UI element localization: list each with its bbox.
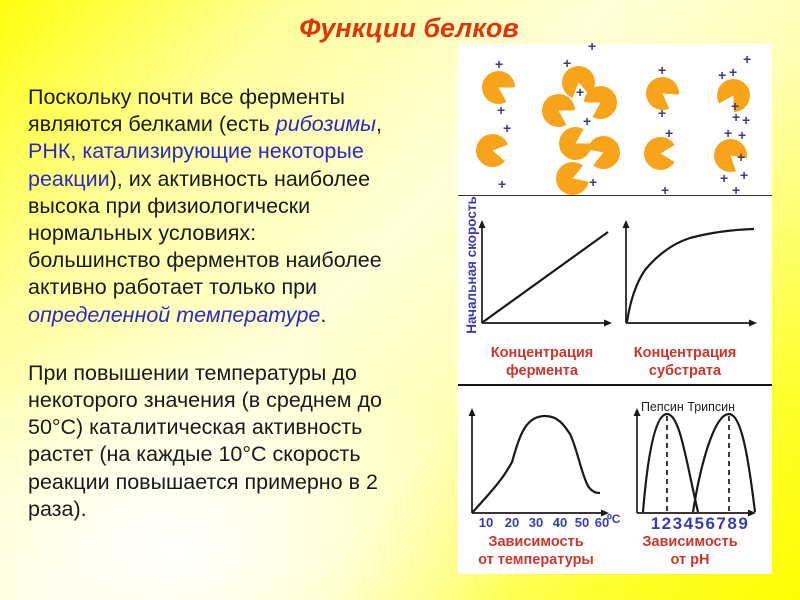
- text-segment: активно работает только при: [28, 275, 318, 300]
- enzyme-concentration-caption: Концентрация фермента: [467, 344, 617, 380]
- temp-tick-label: 10: [478, 515, 494, 530]
- temp-tick-label: 40: [552, 515, 568, 530]
- substrate-plus-icon: +: [729, 64, 738, 80]
- text-segment: большинство ферментов наиболее: [28, 248, 382, 273]
- pepsin-label: Пепсин: [640, 400, 684, 414]
- substrate-plus-icon: +: [588, 38, 597, 54]
- enzyme-pacman-icon: [646, 77, 679, 110]
- substrate-plus-icon: +: [563, 55, 572, 71]
- substrate-plus-icon: +: [503, 120, 512, 136]
- substrate-plus-icon: +: [495, 56, 504, 72]
- enzyme-linear-curve: [482, 231, 609, 323]
- text-segment: РНК, катализирующие некоторые: [28, 139, 364, 164]
- temp-tick-label: 60: [594, 515, 610, 530]
- temp-tick-label: 30: [528, 515, 544, 530]
- enzyme-pacman-icon: [584, 86, 617, 119]
- text-segment: нормальных условиях:: [28, 221, 257, 246]
- substrate-plus-icon: +: [731, 98, 740, 114]
- text-segment: реакции повышается примерно в 2: [28, 469, 378, 494]
- caption-line: от pH: [670, 552, 710, 568]
- substrate-plus-icon: +: [583, 113, 592, 129]
- temp-tick-label: 50: [574, 515, 590, 530]
- ph-axis-ticks: 123456789: [650, 514, 750, 533]
- enzyme-pacman-icon: [644, 137, 677, 170]
- text-segment: растет (на каждые 10°С скорость: [28, 442, 361, 467]
- pepsin-trypsin-labels: Пепсин Трипсин: [633, 400, 743, 414]
- enzyme-pacman-icon: [714, 139, 747, 172]
- substrate-plus-icon: +: [732, 109, 741, 125]
- substrate-plus-icon: +: [740, 167, 749, 183]
- substrate-plus-icon: +: [665, 125, 674, 141]
- temperature-dependence-caption: Зависимость от температуры: [461, 533, 611, 569]
- enzyme-pacman-icon: [482, 71, 515, 104]
- caption-line: субстрата: [648, 363, 722, 379]
- text-segment: ,: [375, 112, 382, 137]
- enzyme-pacman-icon: [559, 127, 592, 160]
- enzyme-pacman-icon: [587, 136, 620, 169]
- substrate-plus-icon: +: [720, 170, 729, 186]
- text-segment: определенной температуре: [28, 302, 321, 327]
- substrate-plus-icon: +: [498, 176, 507, 192]
- substrate-plus-icon: +: [661, 182, 670, 198]
- temperature-ph-charts: [468, 408, 757, 517]
- slide-title: Функции белков: [299, 13, 519, 43]
- trypsin-label: Трипсин: [687, 400, 736, 414]
- text-segment: 50°С) каталитическая активность: [28, 415, 363, 440]
- text-segment: рибозимы: [275, 112, 376, 137]
- substrate-plus-icon: +: [738, 127, 747, 143]
- substrate-plus-icon: +: [658, 105, 667, 121]
- rate-vs-concentration-charts: [478, 220, 757, 327]
- substrate-plus-icon: +: [718, 67, 727, 83]
- temperature-bell-curve: [471, 414, 601, 514]
- caption-line: Зависимость: [642, 534, 738, 550]
- text-segment: При повышении температуры до: [28, 360, 357, 385]
- paragraph-enzymes-proteins: Поскольку почти все ферменты являются бел…: [28, 84, 452, 329]
- substrate-plus-icon: +: [742, 112, 751, 128]
- substrate-plus-icon: +: [732, 182, 741, 198]
- pepsin-curve: [641, 412, 700, 513]
- diagram-panel: + + + + + + + + + + + + + + + + + + + + + + + + + Начальная скор…: [458, 39, 772, 574]
- text-segment: раза).: [28, 496, 87, 521]
- divider-top: [458, 195, 772, 196]
- trypsin-curve: [691, 412, 757, 513]
- substrate-plus-icon: +: [743, 51, 752, 67]
- substrate-saturation-curve: [625, 227, 755, 323]
- substrate-plus-icon: +: [658, 62, 667, 78]
- temperature-unit-label: ⁰C: [607, 512, 621, 526]
- enzyme-pacman-icon: [542, 94, 575, 127]
- text-segment: высока при физиологически: [28, 193, 311, 218]
- caption-line: фермента: [506, 363, 578, 379]
- substrate-plus-icon: +: [724, 125, 733, 141]
- enzyme-substrate-diagram: + + + + + + + + + + + + + + + + + + + + + + + + +: [458, 39, 772, 198]
- text-segment: реакции: [28, 166, 110, 191]
- ph-dependence-caption: Зависимость от pH: [615, 533, 765, 569]
- enzyme-pacman-icon: [717, 79, 750, 112]
- substrate-plus-icon: +: [589, 174, 598, 190]
- paragraph-temperature-effect: При повышении температуры до некоторого з…: [28, 360, 452, 523]
- body-text-block: Поскольку почти все ферменты являются бел…: [28, 84, 452, 523]
- temp-tick-label: 20: [504, 515, 520, 530]
- text-segment: Поскольку почти все ферменты: [28, 85, 345, 109]
- text-segment: являются белками (есть: [28, 112, 276, 137]
- text-segment: ), их активность наиболее: [109, 166, 371, 191]
- caption-line: Зависимость: [488, 534, 584, 550]
- caption-line: Концентрация: [490, 345, 594, 361]
- substrate-plus-icon: +: [497, 102, 506, 118]
- caption-line: от температуры: [478, 552, 594, 568]
- divider-bottom: [458, 384, 772, 386]
- enzyme-pacman-icon: [556, 162, 589, 195]
- substrate-plus-icon: +: [576, 84, 585, 100]
- enzyme-pacman-icon: [476, 134, 509, 167]
- text-segment: .: [320, 302, 327, 327]
- substrate-concentration-caption: Концентрация субстрата: [610, 344, 760, 380]
- text-segment: некоторого значения (в среднем до: [28, 388, 382, 413]
- substrate-plus-icon: +: [737, 149, 746, 165]
- caption-line: Концентрация: [633, 345, 737, 361]
